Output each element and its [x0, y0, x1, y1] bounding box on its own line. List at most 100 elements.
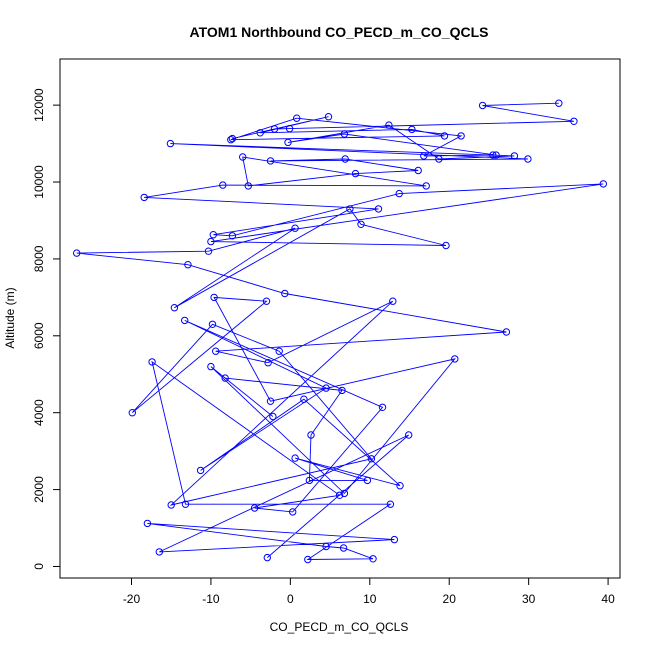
- data-point: [244, 182, 253, 190]
- x-tick-label: 10: [363, 592, 377, 606]
- series-line: [76, 102, 604, 560]
- data-point: [210, 293, 218, 302]
- data-point: [128, 409, 137, 417]
- data-point: [338, 386, 346, 395]
- data-point: [440, 132, 449, 140]
- data-point: [264, 359, 272, 367]
- data-point: [396, 482, 404, 490]
- data-point: [148, 358, 156, 366]
- data-point: [181, 500, 190, 508]
- data-point: [166, 139, 175, 148]
- data-point: [374, 205, 383, 213]
- data-point: [492, 151, 500, 159]
- data-point: [346, 205, 354, 213]
- x-tick-label: 30: [522, 592, 536, 606]
- data-point: [304, 555, 312, 564]
- x-axis: -20 -10 0 10 20 30 40: [123, 577, 615, 606]
- data-point: [367, 455, 376, 463]
- data-point: [363, 476, 372, 485]
- data-point: [524, 155, 532, 163]
- data-point: [420, 152, 428, 160]
- data-point: [293, 114, 301, 122]
- data-point: [275, 347, 283, 355]
- data-point: [221, 374, 229, 382]
- data-point: [408, 125, 416, 134]
- data-point: [357, 220, 365, 229]
- data-point: [208, 320, 217, 328]
- data-point: [181, 316, 189, 325]
- data-point: [599, 180, 607, 188]
- data-point: [266, 157, 275, 165]
- data-point: [256, 129, 264, 137]
- data-point: [263, 553, 271, 562]
- series-path: [76, 102, 604, 560]
- y-tick-label: 2000: [32, 476, 46, 503]
- data-point: [207, 237, 215, 246]
- data-point: [228, 134, 237, 143]
- x-tick-label: -20: [123, 592, 141, 606]
- data-point: [291, 454, 299, 462]
- y-tick-label: 8000: [32, 245, 46, 272]
- data-point: [341, 155, 349, 163]
- data-point: [305, 476, 314, 485]
- data-point: [478, 101, 487, 110]
- data-point: [228, 232, 237, 240]
- data-point: [570, 117, 578, 126]
- data-point: [184, 261, 192, 269]
- y-tick-label: 6000: [32, 322, 46, 349]
- data-point: [227, 136, 235, 144]
- y-tick-label: 12000: [32, 88, 46, 122]
- data-point: [143, 519, 152, 528]
- data-point: [389, 297, 397, 305]
- data-point: [442, 241, 450, 250]
- data-point: [269, 412, 277, 421]
- data-point: [351, 169, 360, 178]
- x-axis-label: CO_PECD_m_CO_QCLS: [270, 620, 409, 634]
- y-tick-label: 4000: [32, 399, 46, 426]
- data-point: [196, 466, 205, 475]
- data-point: [340, 489, 349, 498]
- data-point: [378, 403, 387, 411]
- data-point: [457, 132, 465, 140]
- data-point: [291, 224, 299, 232]
- data-point: [167, 501, 175, 509]
- x-tick-label: 0: [287, 592, 294, 606]
- data-point: [219, 181, 227, 189]
- data-point: [300, 395, 308, 403]
- data-point: [73, 249, 81, 257]
- data-point: [322, 542, 330, 551]
- data-point: [322, 384, 330, 392]
- x-tick-label: 20: [443, 592, 457, 606]
- data-point: [555, 99, 563, 107]
- x-tick-label: -10: [202, 592, 220, 606]
- y-axis-label: Altitude (m): [3, 287, 17, 348]
- data-point: [204, 247, 213, 255]
- data-point: [489, 151, 497, 159]
- data-point: [502, 328, 511, 336]
- data-point: [369, 555, 377, 563]
- data-point: [155, 548, 164, 556]
- y-tick-label: 10000: [32, 165, 46, 199]
- data-point: [207, 362, 215, 371]
- data-point: [386, 500, 395, 508]
- chart-title: ATOM1 Northbound CO_PECD_m_CO_QCLS: [190, 24, 489, 40]
- x-tick-label: 40: [601, 592, 615, 606]
- data-point: [339, 544, 348, 552]
- data-point: [250, 504, 259, 512]
- data-point: [405, 431, 413, 439]
- data-point: [510, 152, 519, 160]
- y-tick-label: 0: [32, 563, 46, 570]
- data-point: [451, 355, 459, 363]
- y-axis: 0 2000 4000 6000 8000 10000 12000: [32, 88, 61, 570]
- data-point: [281, 289, 289, 298]
- series-points: [73, 99, 607, 564]
- data-point: [262, 297, 271, 305]
- data-point: [239, 153, 247, 161]
- data-point: [335, 491, 344, 499]
- data-point: [209, 231, 218, 239]
- plot-frame: [59, 58, 621, 579]
- data-point: [140, 193, 148, 202]
- data-point: [435, 155, 443, 163]
- data-point: [289, 508, 297, 516]
